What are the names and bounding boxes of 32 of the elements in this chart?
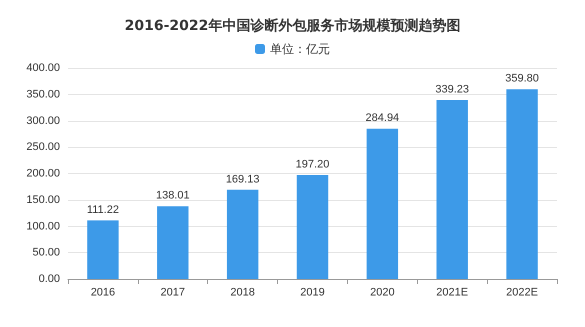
bar — [296, 174, 328, 279]
chart-title: 2016-2022年中国诊断外包服务市场规模预测趋势图 — [124, 17, 460, 34]
bar — [157, 206, 189, 279]
text: 111.22 — [86, 204, 119, 216]
text: 138.01 — [156, 190, 190, 202]
x-tick-label: 2020 — [370, 286, 395, 298]
bar — [226, 190, 258, 279]
y-tick-label: 300.00 — [26, 114, 60, 127]
y-tick-label: 50.00 — [32, 246, 60, 259]
text: 284.94 — [366, 112, 400, 124]
text: 339.23 — [435, 84, 470, 96]
text: 197.20 — [296, 158, 330, 170]
y-tick-label: 200.00 — [26, 168, 60, 180]
y-tick-label: 350.00 — [26, 88, 60, 100]
legend-label: 单位：亿元 — [270, 42, 330, 56]
text: 169.13 — [226, 173, 260, 186]
x-tick-label: 2017 — [160, 286, 186, 298]
x-tick-label: 2016 — [90, 286, 116, 298]
y-tick-label: 250.00 — [26, 141, 60, 154]
x-tick-label: 2021E — [436, 286, 468, 298]
y-tick-label: 150.00 — [26, 194, 60, 206]
y-tick-label: 100.00 — [26, 220, 60, 232]
bar — [506, 89, 538, 279]
bar — [366, 128, 398, 279]
x-tick-label: 2022E — [506, 286, 538, 298]
y-tick-label: 400.00 — [26, 62, 60, 74]
text: 359.80 — [505, 72, 539, 85]
x-tick-label: 2019 — [300, 286, 325, 298]
bar — [87, 220, 119, 279]
y-tick-label: 0.00 — [38, 273, 60, 285]
x-tick-label: 2018 — [230, 286, 255, 298]
bar — [436, 100, 468, 279]
